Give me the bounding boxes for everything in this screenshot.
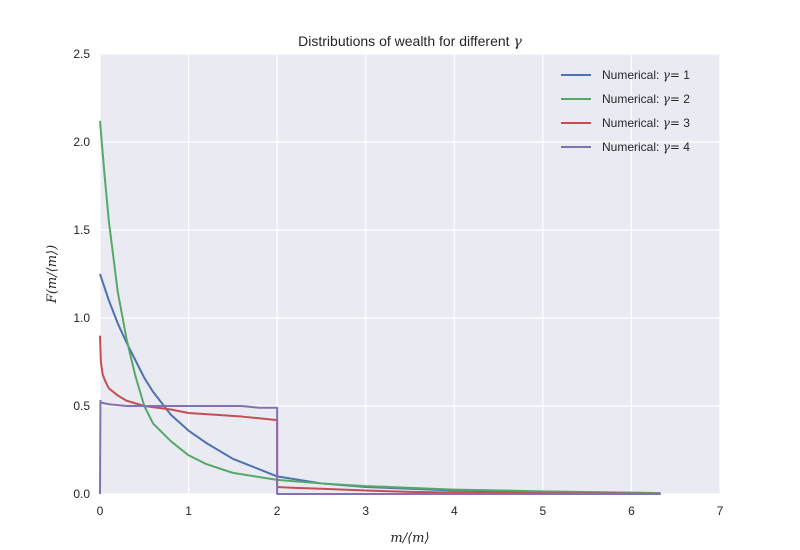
y-tick-label: 2.0: [73, 135, 90, 149]
x-tick-label: 2: [274, 504, 281, 518]
tick-labels: 0 1 2 3 4 5 6 7 0.0 0.5 1.0 1.5 2.0 2.5: [73, 47, 723, 518]
chart-title-math: γ: [513, 34, 522, 50]
series-line-2: [99, 120, 661, 495]
y-tick-label: 0.0: [73, 487, 90, 501]
legend-label-4: Numerical: γ= 4: [602, 140, 690, 154]
x-tick-label: 1: [185, 504, 192, 518]
x-axis-label: m/⟨m⟩: [390, 531, 429, 546]
series-group: [99, 120, 661, 495]
chart-title-text: Distributions of wealth for different: [298, 33, 513, 49]
y-tick-label: 1.5: [73, 223, 90, 237]
legend-label-2: Numerical: γ= 2: [602, 92, 690, 106]
x-tick-label: 3: [362, 504, 369, 518]
x-tick-label: 4: [451, 504, 458, 518]
x-tick-label: 6: [628, 504, 635, 518]
x-tick-label: 7: [717, 504, 724, 518]
legend: Numerical: γ= 1 Numerical: γ= 2 Numerical:…: [561, 68, 690, 154]
legend-label-1: Numerical: γ= 1: [602, 68, 690, 82]
plot-area: [100, 54, 720, 494]
legend-label-3: Numerical: γ= 3: [602, 116, 690, 130]
grid: [99, 53, 721, 495]
chart-title: Distributions of wealth for different γ: [298, 33, 522, 50]
y-tick-label: 1.0: [73, 311, 90, 325]
y-tick-label: 2.5: [73, 47, 90, 61]
x-tick-label: 0: [97, 504, 104, 518]
series-line-3: [99, 335, 661, 495]
series-line-4: [99, 399, 661, 495]
y-tick-label: 0.5: [73, 399, 90, 413]
x-tick-label: 5: [540, 504, 547, 518]
y-axis-label: F(m/⟨m⟩): [45, 245, 60, 304]
